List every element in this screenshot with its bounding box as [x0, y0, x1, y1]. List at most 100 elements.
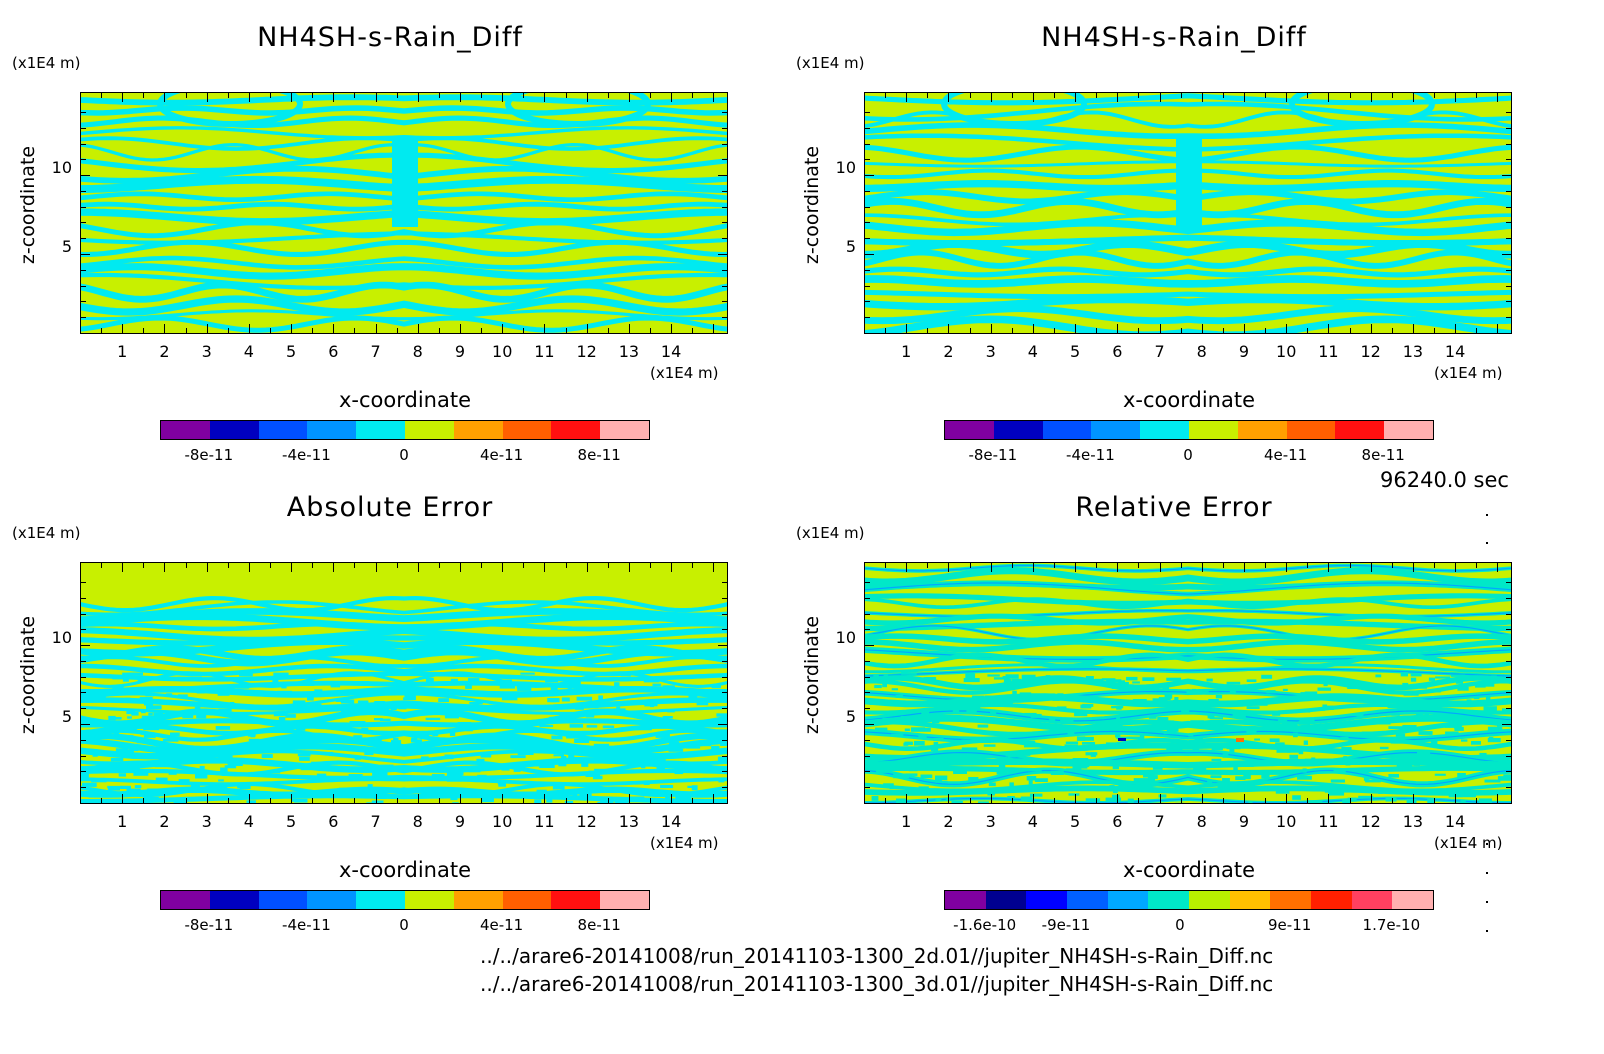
y-tick-mark [1506, 238, 1511, 240]
x-tick-mark [333, 563, 335, 572]
y-tick-mark [81, 206, 86, 208]
contour-speck [961, 739, 977, 744]
contour-speck [1065, 741, 1079, 745]
contour-band [80, 295, 728, 316]
x-tick-mark [969, 93, 971, 98]
panel-top-left: NH4SH-s-Rain_Diff (x1E4 m) z-coordinate 5 10… [0, 0, 780, 500]
colorbar-swatch [209, 891, 259, 909]
contour-speck [1142, 677, 1155, 681]
contour-speck [476, 758, 485, 764]
x-tick-mark [1349, 93, 1351, 98]
contour-speck [1028, 779, 1033, 785]
contour-speck [374, 701, 386, 705]
contour-speck [1162, 686, 1169, 690]
x-tick-mark [1096, 328, 1098, 333]
contour-speck [1194, 736, 1203, 740]
x-tick-mark [1222, 798, 1224, 803]
contour-speck [972, 695, 985, 700]
contour-speck [92, 721, 98, 725]
contour-speck [910, 791, 921, 795]
file-path-2: ../../arare6-20141008/run_20141103-1300_… [480, 972, 1274, 996]
contour-speck [432, 734, 439, 737]
x-tick-mark [1054, 328, 1055, 333]
contour-speck [587, 687, 593, 692]
contour-speck [314, 689, 323, 693]
contour-speck [120, 792, 128, 797]
contour-speck [1192, 764, 1205, 768]
y-tick-mark [81, 190, 86, 192]
x-tick-label: 12 [576, 342, 597, 361]
y-tick-mark [722, 581, 727, 583]
colorbar-swatch [356, 421, 405, 439]
contour-band [80, 255, 728, 270]
x-tick-mark [417, 93, 419, 102]
contour-speck [961, 747, 978, 751]
contour-speck [449, 731, 456, 736]
colorbar-swatch [1286, 421, 1336, 439]
contour-band [864, 597, 1512, 610]
contour-band [864, 295, 1512, 311]
contour-speck [130, 747, 139, 752]
contour-speck [534, 799, 542, 804]
contour-speck [555, 773, 566, 777]
contour-speck [1339, 722, 1351, 725]
contour-speck [404, 694, 416, 700]
y-tick-mark [81, 301, 86, 303]
x-tick-mark [1138, 93, 1140, 98]
contour-speck [112, 717, 122, 720]
contour-speck [450, 797, 458, 801]
contour-speck [687, 785, 697, 788]
contour-speck [411, 737, 418, 743]
contour-speck [444, 754, 454, 760]
y-tick-mark [722, 708, 727, 710]
contour-band [80, 627, 728, 643]
x-tick-mark [1244, 324, 1245, 333]
y-tick-mark [1506, 285, 1511, 287]
x-tick-mark [906, 324, 908, 333]
contour-speck [873, 674, 879, 679]
contour-speck [162, 738, 179, 742]
colorbar-swatch [1270, 891, 1312, 909]
x-tick-mark [206, 324, 208, 333]
contour-speck [1207, 726, 1218, 730]
x-tick-mark [906, 563, 908, 572]
contour-speck [261, 754, 273, 758]
x-tick-mark [628, 794, 630, 803]
y-tick-label: 5 [61, 237, 72, 256]
x-tick-mark [969, 798, 971, 803]
x-tick-label: 3 [201, 342, 212, 361]
panel-bottom-left: Absolute Error (x1E4 m) z-coordinate 5 10 1 2 3… [0, 470, 780, 970]
x-tick-label: 7 [370, 342, 381, 361]
contour-speck [545, 679, 559, 683]
x-tick-mark [185, 563, 187, 568]
contour-speck [527, 761, 540, 767]
x-tick-mark [885, 93, 887, 98]
contour-speck [921, 711, 930, 716]
x-tick-mark [1138, 798, 1140, 803]
contour-speck [1396, 764, 1413, 769]
x-tick-mark [185, 328, 187, 333]
contour-arch [1289, 92, 1435, 127]
x-tick-mark [143, 93, 145, 98]
y-tick-label: 10 [835, 628, 856, 647]
contour-speck [446, 777, 462, 782]
contour-speck [593, 743, 610, 747]
contour-speck [139, 690, 145, 694]
colorbar [944, 420, 1434, 440]
contour-speck [985, 739, 991, 743]
contour-speck [1087, 711, 1096, 714]
contour-speck [1444, 723, 1458, 728]
colorbar-label: 4e-11 [1263, 446, 1308, 464]
y-tick-mark [865, 206, 870, 208]
y-tick-mark [865, 724, 874, 726]
contour-speck [1112, 789, 1118, 794]
contour-speck [912, 684, 919, 688]
contour-speck [1393, 739, 1403, 744]
x-tick-mark [1434, 93, 1435, 98]
contour-speck [168, 737, 185, 741]
contour-speck [641, 757, 654, 763]
y-tick-mark [718, 724, 727, 726]
contour-speck [379, 718, 391, 722]
y-tick-mark [718, 175, 727, 177]
x-tick-label: 6 [328, 812, 339, 831]
